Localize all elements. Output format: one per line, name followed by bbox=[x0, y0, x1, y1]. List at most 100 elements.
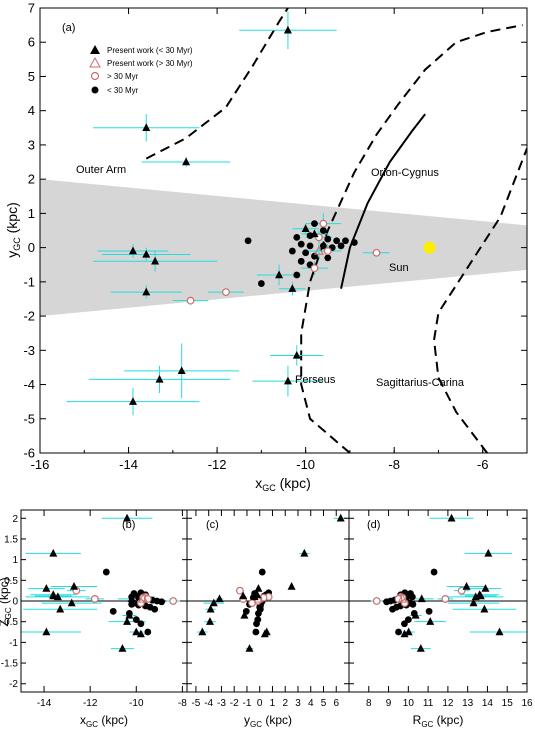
x-tick-label-a: -12 bbox=[208, 457, 227, 472]
point-filled-triangle bbox=[469, 598, 478, 607]
point-open-triangle bbox=[138, 593, 149, 603]
shaded-band-layer bbox=[40, 179, 527, 317]
point-filled-circle bbox=[244, 237, 252, 245]
point-filled-triangle bbox=[151, 256, 160, 265]
point-filled-triangle bbox=[142, 123, 151, 132]
point-filled-triangle bbox=[132, 627, 141, 636]
y-tick-label-a: 7 bbox=[28, 1, 35, 16]
ticks-b: -14 -12 -10 -8 -2 -1.5 -1 -0.5 0 0.5 1 1.5 2 bbox=[1, 510, 187, 709]
y-axis-label-b: ZGC (kpc) bbox=[0, 577, 13, 626]
panel-label-b: (b) bbox=[122, 519, 135, 531]
point-filled-triangle bbox=[42, 627, 51, 636]
x-tick-label: 8 bbox=[366, 698, 372, 709]
x-tick-label: 3 bbox=[295, 698, 301, 709]
label-orion-cygnus: Orion-Cygnus bbox=[371, 167, 439, 179]
point-filled-circle bbox=[306, 232, 314, 240]
x-tick-label: 16 bbox=[521, 698, 533, 709]
point-filled-circle bbox=[297, 240, 305, 248]
x-tick-label: 13 bbox=[462, 698, 474, 709]
panel-d: 8 9 10 11 12 13 14 15 16 (d) RGC (kpc) bbox=[348, 509, 533, 729]
point-filled-circle bbox=[293, 233, 301, 241]
point-filled-circle bbox=[425, 607, 433, 615]
y-tick-label-a: -3 bbox=[23, 343, 35, 358]
y-tick-label-a: 2 bbox=[28, 172, 35, 187]
y-tick-label-a: 5 bbox=[28, 69, 35, 84]
x-tick-label: 10 bbox=[403, 698, 415, 709]
point-filled-circle bbox=[102, 568, 110, 576]
y-tick-label-b: -1.5 bbox=[1, 659, 19, 670]
arm-orion-cygnus bbox=[340, 113, 426, 289]
point-open-circle bbox=[372, 597, 381, 605]
x-tick-label-a: -14 bbox=[119, 457, 138, 472]
x-tick-label: 4 bbox=[308, 698, 314, 709]
x-tick-label: -3 bbox=[217, 698, 226, 709]
point-open-triangle bbox=[397, 593, 408, 603]
legend-marker-filled-triangle bbox=[90, 45, 100, 54]
local-arm-band bbox=[40, 179, 527, 317]
x-tick-label: 14 bbox=[482, 698, 494, 709]
point-open-circle bbox=[236, 586, 244, 595]
point-filled-circle bbox=[258, 568, 266, 576]
x-tick-label: -8 bbox=[178, 698, 187, 709]
point-filled-circle bbox=[319, 242, 327, 250]
label-sun: Sun bbox=[389, 262, 409, 274]
point-filled-triangle bbox=[301, 224, 310, 232]
point-filled-triangle bbox=[447, 513, 456, 522]
x-tick-label: 0 bbox=[257, 698, 263, 709]
point-filled-triangle bbox=[205, 617, 214, 625]
x-axis-label-a: xGC (kpc) bbox=[255, 475, 311, 493]
point-filled-triangle bbox=[239, 591, 248, 600]
point-filled-triangle bbox=[142, 287, 151, 296]
y-tick-label-a: 4 bbox=[28, 103, 35, 118]
point-filled-triangle bbox=[177, 366, 186, 375]
point-filled-triangle bbox=[42, 584, 51, 592]
point-filled-triangle bbox=[155, 374, 164, 383]
point-open-circle bbox=[90, 595, 99, 603]
point-open-circle bbox=[372, 248, 381, 257]
label-sagittarius-carina: Sagittarius-Carina bbox=[376, 377, 465, 389]
point-filled-circle bbox=[395, 628, 402, 636]
legend-label-present-gt30: Present work (> 30 Myr) bbox=[107, 59, 193, 68]
point-filled-circle bbox=[253, 620, 260, 628]
x-tick-label: 6 bbox=[333, 698, 339, 709]
y-tick-label-b: 1 bbox=[12, 555, 18, 566]
point-open-circle bbox=[310, 264, 319, 273]
legend-marker-open-circle bbox=[90, 71, 100, 81]
point-filled-triangle bbox=[484, 548, 493, 557]
x-tick-label-a: -6 bbox=[477, 457, 489, 472]
points-d bbox=[372, 513, 504, 652]
x-tick-label: -2 bbox=[230, 698, 239, 709]
point-filled-circle bbox=[297, 257, 305, 265]
legend-label-young: < 30 Myr bbox=[107, 86, 139, 95]
point-filled-triangle bbox=[128, 397, 137, 405]
point-filled-triangle bbox=[123, 513, 132, 522]
arm-perseus bbox=[300, 24, 523, 453]
point-filled-triangle bbox=[287, 582, 296, 590]
panel-b: -14 -12 -10 -8 -2 -1.5 -1 -0.5 0 0.5 1 1.5 2 (b) xGC… bbox=[0, 509, 188, 729]
y-tick-label-a: -4 bbox=[23, 377, 35, 392]
point-filled-triangle bbox=[480, 604, 489, 613]
point-filled-circle bbox=[255, 610, 262, 617]
plot-frame-a bbox=[39, 7, 528, 454]
y-tick-label-b: -1 bbox=[9, 638, 18, 649]
ticks-d: 8 9 10 11 12 13 14 15 16 bbox=[348, 510, 533, 709]
point-filled-triangle bbox=[209, 598, 218, 607]
point-filled-circle bbox=[401, 620, 408, 628]
point-filled-triangle bbox=[310, 229, 319, 238]
point-filled-circle bbox=[333, 237, 341, 245]
arm-sagittarius-carina bbox=[433, 147, 527, 453]
point-filled-circle bbox=[137, 620, 145, 628]
point-open-circle bbox=[441, 595, 450, 603]
point-filled-triangle bbox=[426, 617, 435, 625]
x-axis-label-d: RGC (kpc) bbox=[413, 713, 464, 729]
point-open-circle bbox=[323, 247, 332, 255]
point-filled-triangle bbox=[416, 644, 425, 652]
x-tick-label: -14 bbox=[37, 698, 52, 709]
point-filled-circle bbox=[337, 242, 345, 250]
point-filled-triangle bbox=[136, 629, 145, 638]
point-filled-circle bbox=[293, 271, 301, 279]
points-b bbox=[42, 513, 178, 652]
y-tick-label-b: 0 bbox=[12, 597, 18, 608]
point-filled-triangle bbox=[300, 548, 309, 557]
